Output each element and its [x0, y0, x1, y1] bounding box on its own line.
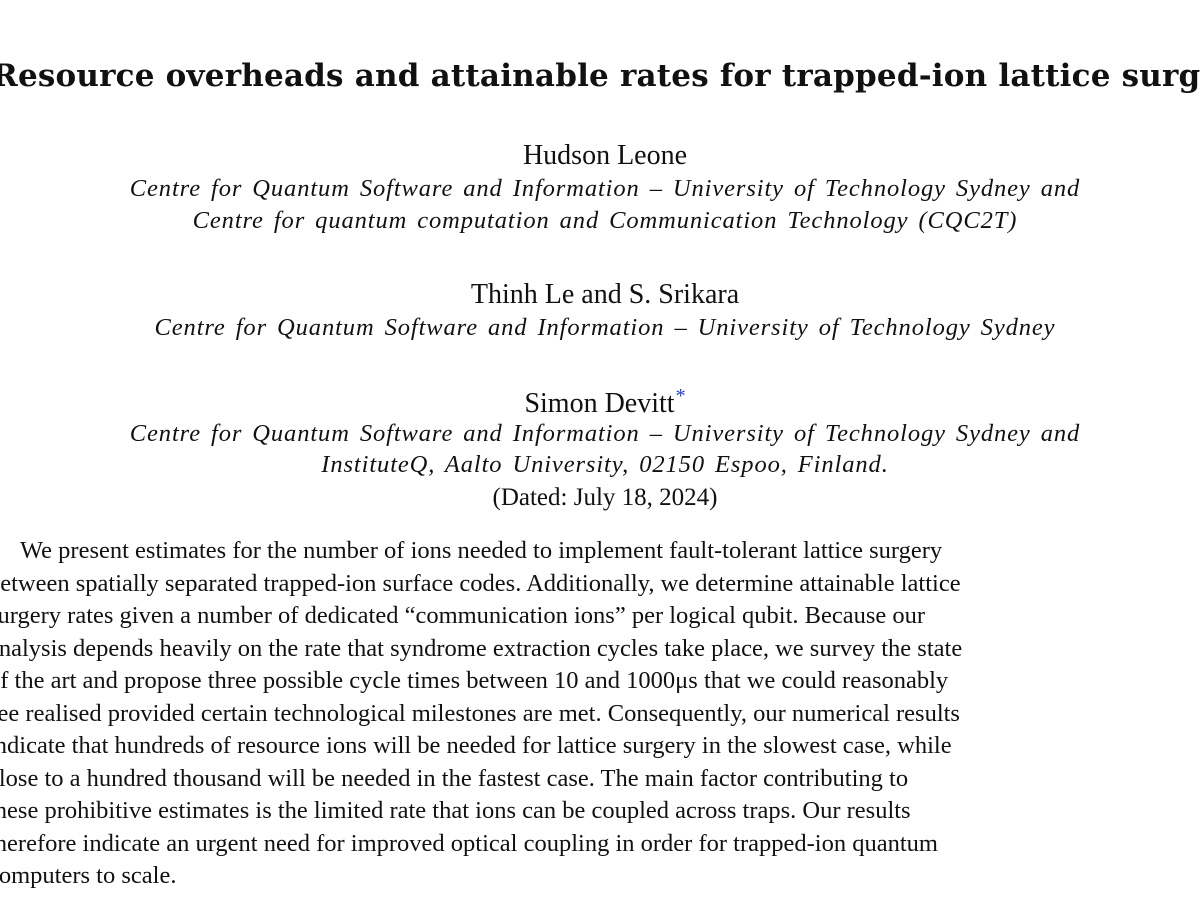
author-name-2: Thinh Le and S. Srikara	[470, 279, 740, 310]
abstract-line: close to a hundred thousand will be need…	[0, 764, 909, 792]
author-name-3: Simon Devitt*	[0, 385, 1200, 420]
author-affiliation-3-line-2: InstituteQ, Aalto University, 02150 Espo…	[321, 451, 889, 478]
abstract-line: analysis depends heavily on the rate tha…	[0, 634, 963, 662]
abstract-line: therefore indicate an urgent need for im…	[0, 829, 938, 857]
abstract-line: computers to scale.	[0, 862, 177, 889]
abstract-line: see realised provided certain technologi…	[0, 699, 960, 727]
abstract-line: of the art and propose three possible cy…	[0, 667, 949, 694]
abstract-line: surgery rates given a number of dedicate…	[0, 602, 926, 629]
abstract-line: indicate that hundreds of resource ions …	[0, 732, 952, 759]
author-affiliation-2-line-1: Centre for Quantum Software and Informat…	[154, 314, 1056, 341]
author-affiliation-3-line-1: Centre for Quantum Software and Informat…	[129, 420, 1081, 447]
author-affiliation-1-line-2: Centre for quantum computation and Commu…	[192, 207, 1018, 234]
paper-title: Resource overheads and attainable rates …	[0, 58, 1200, 94]
author-name-1: Hudson Leone	[522, 140, 688, 171]
abstract-line: between spatially separated trapped-ion …	[0, 569, 961, 597]
author-name-3-text: Simon Devitt	[524, 388, 675, 419]
abstract-line: these prohibitive estimates is the limit…	[0, 797, 911, 824]
abstract: We present estimates for the number of i…	[0, 535, 1200, 893]
abstract-line: We present estimates for the number of i…	[20, 537, 943, 564]
corresponding-author-footnote-link[interactable]: *	[675, 385, 686, 407]
author-affiliation-1-line-1: Centre for Quantum Software and Informat…	[129, 175, 1081, 202]
dated-line: (Dated: July 18, 2024)	[492, 484, 718, 511]
